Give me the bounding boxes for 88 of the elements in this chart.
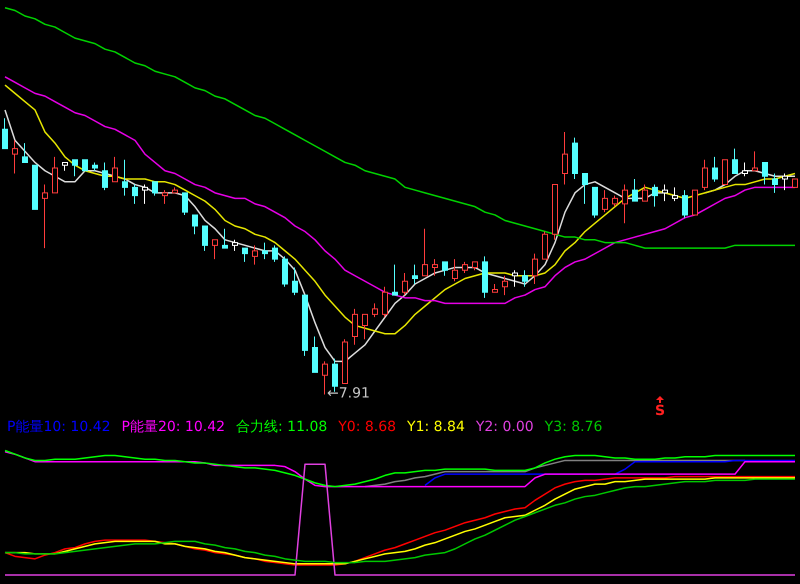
candlestick (552, 184, 558, 240)
candlestick (142, 184, 148, 204)
candlestick (442, 261, 448, 276)
candlestick (22, 142, 28, 163)
candlestick (162, 190, 168, 204)
candlestick (482, 256, 488, 298)
candlestick (152, 181, 158, 196)
candlestick (572, 137, 578, 180)
candlestick (42, 184, 48, 249)
candlestick (682, 190, 688, 218)
candlestick (222, 228, 228, 249)
candlestick (12, 140, 18, 174)
candlestick (602, 190, 608, 213)
candlestick (122, 159, 128, 196)
candlestick (782, 173, 788, 191)
candlestick (72, 159, 78, 177)
candlestick (522, 270, 528, 288)
candlestick (202, 225, 208, 252)
candlestick (772, 173, 778, 194)
candlestick (382, 286, 388, 318)
candlestick (232, 239, 238, 252)
candlestick (132, 184, 138, 204)
candlestick (492, 284, 498, 293)
candlestick (712, 156, 718, 182)
candlestick (452, 258, 458, 282)
candlestick (632, 178, 638, 202)
candlestick (622, 184, 628, 224)
candlestick (272, 244, 278, 262)
candlestick (462, 261, 468, 274)
candlestick (402, 272, 408, 296)
candlestick (472, 261, 478, 271)
candlestick (2, 118, 8, 150)
candlestick (312, 336, 318, 373)
candlestick (702, 159, 708, 191)
candlestick (392, 264, 398, 296)
candlestick (542, 231, 548, 260)
text: Y2: 0.00 (474, 419, 534, 435)
candlestick (762, 162, 768, 186)
candlestick (642, 184, 648, 202)
candlestick (792, 178, 798, 188)
text: Y3: 8.76 (544, 419, 603, 435)
candlestick (722, 159, 728, 186)
candlestick (112, 156, 118, 182)
candlestick (262, 242, 268, 260)
candlestick (102, 162, 108, 191)
candlestick (432, 258, 438, 276)
candlestick (192, 214, 198, 235)
candlestick (292, 266, 298, 296)
candlestick (62, 162, 68, 172)
candlestick (502, 275, 508, 296)
candlestick (422, 228, 428, 276)
candlestick (662, 184, 668, 202)
candlestick (742, 162, 748, 177)
candlestick (512, 270, 518, 288)
candlestick (352, 308, 358, 346)
candlestick (562, 132, 568, 186)
candlestick (92, 162, 98, 172)
candlestick (342, 338, 348, 384)
candlestick (582, 173, 588, 204)
candlestick (32, 164, 38, 210)
candlestick (692, 190, 698, 216)
text: Y1: 8.84 (406, 419, 465, 435)
candlestick (242, 248, 248, 262)
candlestick (372, 302, 378, 318)
candlestick (52, 156, 58, 194)
text: 合力线: 11.08 (236, 419, 328, 435)
candlestick (252, 244, 258, 266)
candlestick (532, 253, 538, 285)
candlestick (182, 192, 188, 216)
candlestick (592, 186, 598, 218)
candlestick (322, 360, 328, 396)
candlestick (172, 186, 178, 194)
text: S (654, 403, 666, 419)
candlestick (612, 195, 618, 208)
candlestick (752, 150, 758, 172)
annotation: ←7.91 (327, 386, 370, 402)
text: P能量10: 10.42 (7, 419, 111, 435)
candlestick (212, 239, 218, 260)
candlestick (652, 184, 658, 208)
series-label: P能量20: 10.42 (122, 419, 226, 435)
candlestick (732, 148, 738, 174)
candlestick (282, 256, 288, 288)
candlestick (82, 159, 88, 172)
candlestick (672, 186, 678, 202)
text: Y0: 8.68 (337, 419, 396, 435)
candlestick (412, 264, 418, 285)
candlestick (362, 314, 368, 340)
candlestick (302, 294, 308, 356)
